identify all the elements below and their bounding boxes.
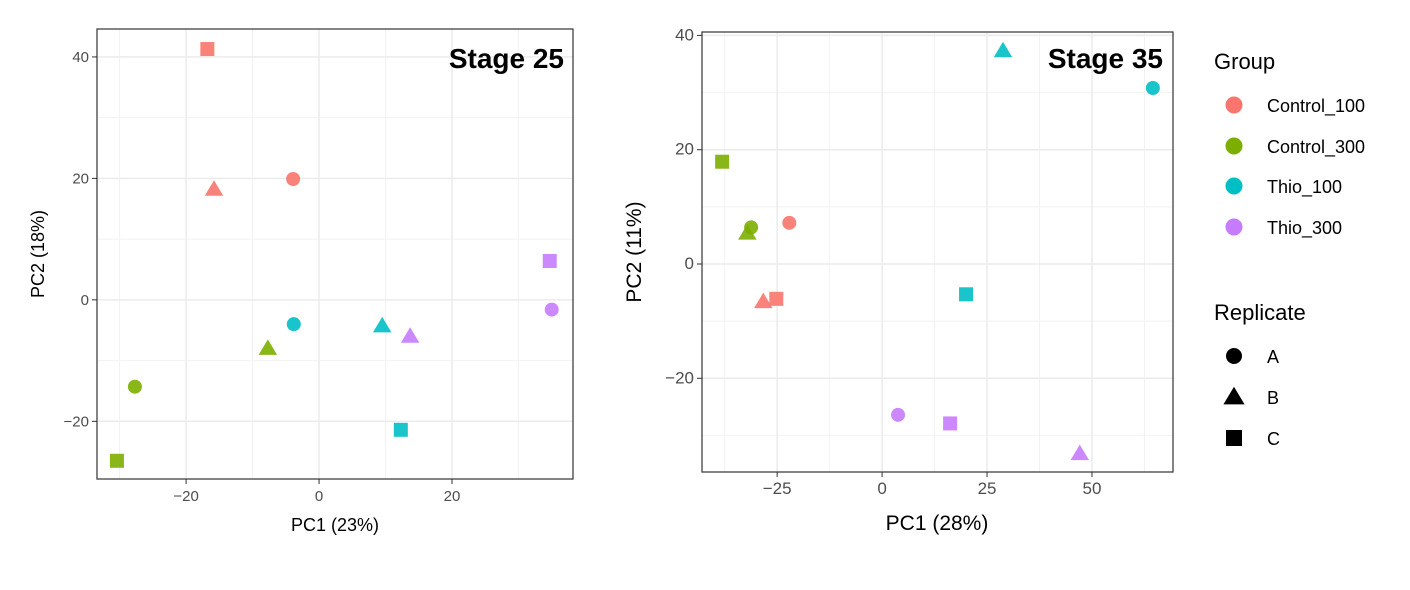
legend-key-triangle-icon (1223, 386, 1245, 405)
legend-label-c: C (1267, 429, 1280, 449)
legend-replicate-title: Replicate (1214, 300, 1306, 325)
data-point-thio300-a (544, 302, 559, 317)
legend-label-thio100: Thio_100 (1267, 177, 1342, 198)
panel-border (701, 31, 1174, 473)
panel-title-stage25: Stage 25 (449, 43, 564, 74)
data-point-control300-c (715, 154, 730, 169)
x-tick-label: −20 (173, 488, 198, 505)
x-tick-label: 20 (444, 488, 461, 505)
legend-label-thio300: Thio_300 (1267, 218, 1342, 239)
y-tick-label: −20 (665, 368, 694, 387)
y-tick-label: 20 (675, 140, 694, 159)
legend-label-control300: Control_300 (1267, 137, 1365, 158)
data-point-thio300-c (542, 253, 557, 268)
data-point-control100-b (204, 180, 224, 196)
legend-group-title: Group (1214, 49, 1275, 74)
y-axis-label-stage25: PC2 (18%) (28, 210, 48, 298)
legend-key-thio300 (1225, 218, 1243, 236)
panel-stage35: −25 0 25 50 −20 0 20 40 (665, 25, 1174, 498)
data-point-thio100-c (393, 422, 408, 437)
legend (1223, 96, 1245, 446)
data-point-control300-c (109, 453, 124, 468)
legend-label-b: B (1267, 388, 1279, 408)
data-point-control300-a (127, 379, 142, 394)
y-tick-label: −20 (64, 413, 89, 430)
data-point-thio100-b (993, 41, 1013, 58)
data-point-thio300-b (400, 327, 420, 343)
data-point-thio100-b (372, 316, 392, 333)
x-axis-label-stage35: PC1 (28%) (886, 512, 989, 535)
legend-key-square-icon (1226, 430, 1242, 446)
data-point-control100-b (754, 292, 773, 309)
x-tick-label: 25 (978, 479, 997, 498)
x-tick-label: −25 (763, 479, 792, 498)
plot-background (702, 32, 1173, 472)
x-tick-label: 50 (1083, 479, 1102, 498)
legend-key-control100 (1225, 96, 1243, 114)
data-point-control100-c (769, 291, 784, 306)
y-tick-label: 0 (685, 254, 694, 273)
data-point-thio300-a (891, 407, 906, 422)
data-point-control300-b (258, 339, 278, 355)
x-tick-label: 0 (877, 479, 886, 498)
y-tick-label: 0 (81, 292, 89, 309)
data-point-thio300-b (1070, 444, 1090, 461)
data-point-control100-c (200, 42, 215, 57)
data-point-thio100-c (959, 287, 974, 302)
panel-title-stage35: Stage 35 (1048, 43, 1163, 74)
data-point-control100-a (286, 172, 301, 186)
panel-stage25: −20 0 20 −20 0 20 40 (64, 28, 574, 505)
legend-key-thio100 (1225, 177, 1243, 195)
data-point-control300-b (738, 224, 757, 240)
legend-key-circle-icon (1226, 348, 1242, 364)
y-tick-label: 20 (72, 170, 89, 187)
data-point-thio300-c (943, 416, 958, 431)
data-point-thio100-a (286, 317, 301, 332)
y-tick-label: 40 (675, 25, 694, 44)
legend-label-a: A (1267, 347, 1279, 367)
legend-label-control100: Control_100 (1267, 96, 1365, 117)
data-point-control100-a (782, 215, 797, 230)
panel-border (96, 28, 574, 480)
data-point-thio100-a (1145, 81, 1160, 95)
x-tick-label: 0 (315, 488, 323, 505)
plot-background (97, 29, 573, 479)
y-tick-label: 40 (72, 49, 89, 66)
legend-key-control300 (1225, 137, 1243, 155)
y-axis-label-stage35: PC2 (11%) (623, 201, 646, 302)
x-axis-label-stage25: PC1 (23%) (291, 515, 379, 535)
